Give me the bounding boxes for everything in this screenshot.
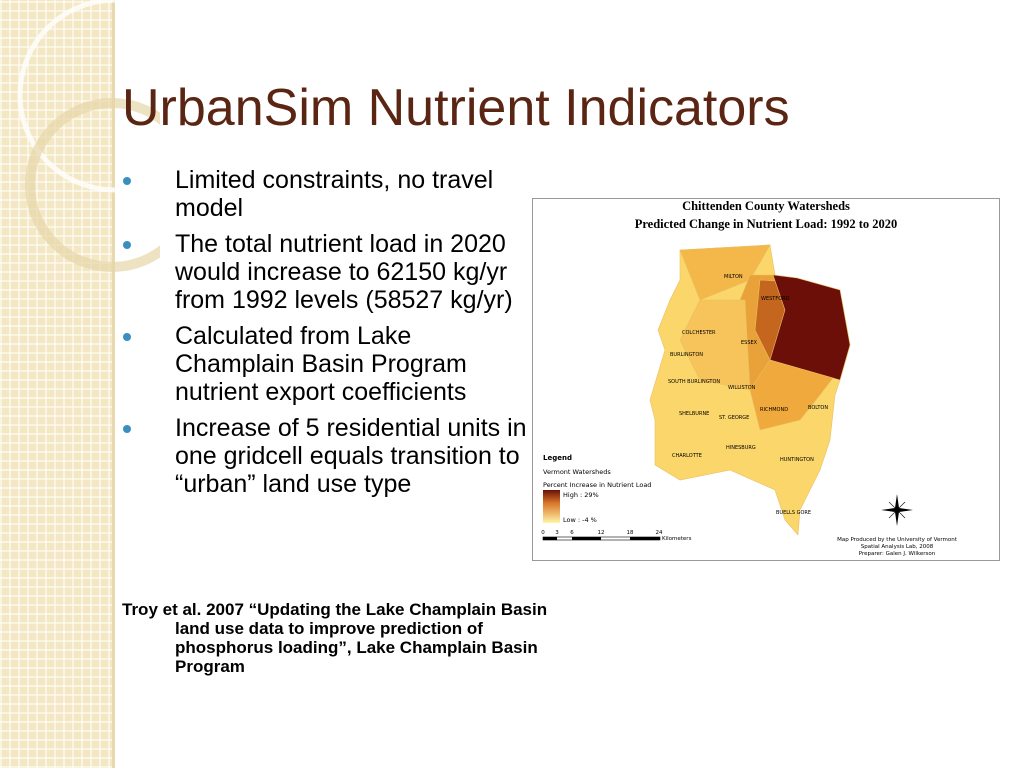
north-arrow (881, 494, 913, 526)
decor-edge (112, 0, 115, 768)
legend-ramp (543, 490, 560, 523)
scale-bar (542, 536, 661, 541)
town-label: BOLTON (808, 405, 828, 411)
town-label: SOUTH BURLINGTON (668, 379, 720, 385)
map-credit: Spatial Analysis Lab, 2008 (861, 544, 934, 550)
scale-tick-label: 6 (570, 530, 574, 536)
town-label: WILLISTON (728, 385, 756, 391)
legend-low: Low : -4 % (563, 516, 597, 524)
town-label: BUELLS GORE (776, 510, 811, 516)
legend-title: Legend (543, 454, 572, 462)
town-label: RICHMOND (760, 407, 788, 413)
region (679, 299, 751, 391)
region (769, 274, 851, 381)
town-label: ESSEX (741, 340, 758, 346)
map-title: Predicted Change in Nutrient Load: 1992 … (635, 217, 898, 231)
map-credit: Preparer: Galen J. Wilkerson (859, 551, 936, 557)
town-label: MILTON (724, 274, 743, 280)
town-label: ST. GEORGE (719, 415, 749, 421)
legend-layer: Vermont Watersheds (543, 468, 611, 476)
town-label: HINESBURG (726, 445, 756, 451)
bullet-list: Limited constraints, no travel model The… (122, 166, 532, 506)
town-labels: MILTON WESTFORD COLCHESTER ESSEX BURLINGTON S… (668, 274, 828, 516)
scale-tick-label: 0 (541, 530, 545, 536)
map-regions (649, 244, 851, 536)
scale-tick-label: 24 (656, 530, 663, 536)
bullet: The total nutrient load in 2020 would in… (122, 230, 532, 314)
town-label: BURLINGTON (670, 352, 703, 358)
town-label: SHELBURNE (679, 411, 709, 417)
bullet: Limited constraints, no travel model (122, 166, 532, 222)
scale-unit: Kilometers (662, 536, 692, 542)
citation: Troy et al. 2007 “Updating the Lake Cham… (122, 600, 548, 676)
legend-field: Percent Increase in Nutrient Load (543, 481, 651, 489)
bullet: Calculated from Lake Champlain Basin Pro… (122, 322, 532, 406)
town-label: WESTFORD (761, 296, 790, 302)
map-credit: Map Produced by the University of Vermon… (837, 537, 958, 543)
scale-tick-label: 12 (598, 530, 605, 536)
decor-circles (17, 0, 160, 272)
scale-tick-label: 3 (555, 530, 559, 536)
map-title: Chittenden County Watersheds (682, 199, 850, 213)
map-figure: Chittenden County Watersheds Predicted C… (532, 198, 1000, 561)
scale-tick-label: 18 (627, 530, 634, 536)
town-label: HUNTINGTON (780, 457, 814, 463)
legend: Legend Vermont Watersheds Percent Increa… (541, 454, 957, 557)
bullet: Increase of 5 residential units in one g… (122, 414, 532, 498)
town-label: CHARLOTTE (672, 453, 702, 459)
town-label: COLCHESTER (682, 330, 716, 336)
slide-title: UrbanSim Nutrient Indicators (122, 79, 790, 137)
legend-high: High : 29% (563, 491, 599, 499)
